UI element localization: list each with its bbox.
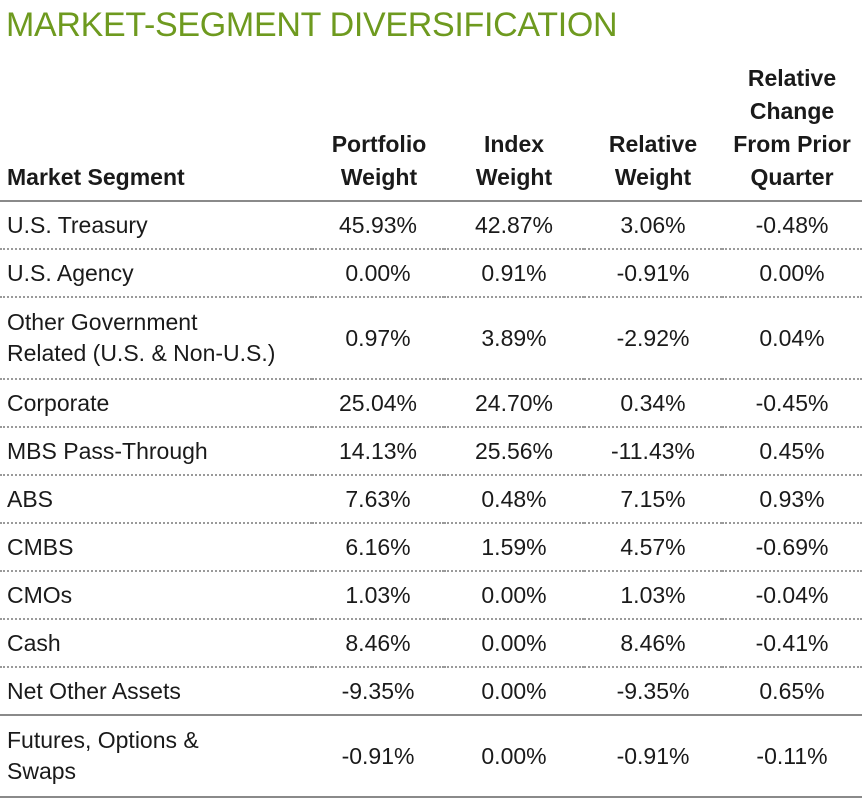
portfolio-weight-cell: 25.04%	[312, 379, 444, 428]
table-row: Other Government Related (U.S. & Non-U.S…	[0, 297, 862, 380]
relative-change-cell: 0.65%	[722, 667, 862, 716]
header-portfolio-weight: Portfolio Weight	[312, 62, 444, 202]
index-weight-cell: 0.48%	[444, 475, 584, 524]
header-index-weight-line: Index	[483, 131, 545, 157]
index-weight-cell: 0.00%	[444, 667, 584, 716]
relative-weight-cell: -11.43%	[584, 427, 722, 476]
relative-change-cell: -0.04%	[722, 571, 862, 620]
table-row: CMBS 6.16% 1.59% 4.57% -0.69%	[0, 523, 862, 572]
portfolio-weight-cell: 1.03%	[312, 571, 444, 620]
table-row: U.S. Agency 0.00% 0.91% -0.91% 0.00%	[0, 249, 862, 298]
portfolio-weight-cell: 14.13%	[312, 427, 444, 476]
header-row: Market Segment Portfolio Weight Index We…	[0, 62, 862, 202]
table-row: CMOs 1.03% 0.00% 1.03% -0.04%	[0, 571, 862, 620]
index-weight-cell: 42.87%	[444, 201, 584, 250]
segment-label: Other Government	[7, 309, 198, 335]
portfolio-weight-cell: 0.00%	[312, 249, 444, 298]
relative-weight-cell: 4.57%	[584, 523, 722, 572]
portfolio-weight-cell: -9.35%	[312, 667, 444, 716]
segment-cell: Corporate	[0, 379, 312, 428]
segment-cell: ABS	[0, 475, 312, 524]
segment-label: CMOs	[7, 581, 73, 608]
header-index-weight-line: Weight	[475, 164, 553, 190]
segment-cell: Futures, Options & Swaps	[0, 715, 312, 798]
index-weight-cell: 0.00%	[444, 715, 584, 798]
relative-change-cell: 0.45%	[722, 427, 862, 476]
index-weight-cell: 0.00%	[444, 571, 584, 620]
header-relative-change-line: Relative	[747, 65, 837, 91]
segment-cell: Cash	[0, 619, 312, 668]
relative-change-cell: -0.48%	[722, 201, 862, 250]
header-relative-weight-line: Weight	[614, 164, 692, 190]
portfolio-weight-cell: -0.91%	[312, 715, 444, 798]
segment-cell: MBS Pass-Through	[0, 427, 312, 476]
relative-weight-cell: -9.35%	[584, 667, 722, 716]
segment-label: Swaps	[7, 758, 77, 784]
relative-change-cell: 0.00%	[722, 249, 862, 298]
header-market-segment: Market Segment	[0, 62, 312, 202]
relative-weight-cell: 8.46%	[584, 619, 722, 668]
index-weight-cell: 24.70%	[444, 379, 584, 428]
segment-label: ABS	[7, 485, 54, 512]
relative-weight-cell: 0.34%	[584, 379, 722, 428]
relative-change-cell: -0.69%	[722, 523, 862, 572]
header-index-weight: Index Weight	[444, 62, 584, 202]
index-weight-cell: 0.91%	[444, 249, 584, 298]
index-weight-cell: 25.56%	[444, 427, 584, 476]
segment-label: U.S. Treasury	[7, 211, 148, 238]
table-row: Futures, Options & Swaps -0.91% 0.00% -0…	[0, 715, 862, 798]
relative-change-cell: 0.04%	[722, 297, 862, 380]
segment-cell: CMOs	[0, 571, 312, 620]
table-row: Cash 8.46% 0.00% 8.46% -0.41%	[0, 619, 862, 668]
header-portfolio-weight-line: Weight	[340, 164, 418, 190]
segment-label: Cash	[7, 629, 61, 656]
table-row: U.S. Treasury 45.93% 42.87% 3.06% -0.48%	[0, 201, 862, 250]
header-relative-change-line: Quarter	[750, 164, 834, 190]
header-relative-weight-line: Relative	[608, 131, 698, 157]
page-title: MARKET-SEGMENT DIVERSIFICATION	[6, 6, 618, 44]
header-relative-change-line: From Prior	[733, 131, 851, 157]
relative-weight-cell: 7.15%	[584, 475, 722, 524]
table-row: ABS 7.63% 0.48% 7.15% 0.93%	[0, 475, 862, 524]
segment-label: U.S. Agency	[7, 259, 134, 286]
segment-cell: CMBS	[0, 523, 312, 572]
segment-label: Corporate	[7, 389, 110, 416]
portfolio-weight-cell: 7.63%	[312, 475, 444, 524]
index-weight-cell: 3.89%	[444, 297, 584, 380]
relative-change-cell: -0.11%	[722, 715, 862, 798]
segment-label: Net Other Assets	[7, 677, 181, 704]
portfolio-weight-cell: 6.16%	[312, 523, 444, 572]
index-weight-cell: 0.00%	[444, 619, 584, 668]
portfolio-weight-cell: 45.93%	[312, 201, 444, 250]
segment-cell: Net Other Assets	[0, 667, 312, 716]
segment-label: Futures, Options &	[7, 727, 199, 753]
segment-label: Related (U.S. & Non-U.S.)	[7, 340, 276, 366]
table-row: Net Other Assets -9.35% 0.00% -9.35% 0.6…	[0, 667, 862, 716]
diversification-table: Market Segment Portfolio Weight Index We…	[0, 62, 862, 798]
index-weight-cell: 1.59%	[444, 523, 584, 572]
relative-weight-cell: -0.91%	[584, 715, 722, 798]
relative-weight-cell: -2.92%	[584, 297, 722, 380]
table-row: Corporate 25.04% 24.70% 0.34% -0.45%	[0, 379, 862, 428]
relative-weight-cell: 3.06%	[584, 201, 722, 250]
table-row: MBS Pass-Through 14.13% 25.56% -11.43% 0…	[0, 427, 862, 476]
relative-weight-cell: -0.91%	[584, 249, 722, 298]
relative-weight-cell: 1.03%	[584, 571, 722, 620]
header-relative-change: Relative Change From Prior Quarter	[722, 62, 862, 202]
header-portfolio-weight-line: Portfolio	[331, 131, 427, 157]
segment-label: MBS Pass-Through	[7, 437, 208, 464]
header-relative-change-line: Change	[749, 98, 835, 124]
header-relative-weight: Relative Weight	[584, 62, 722, 202]
portfolio-weight-cell: 0.97%	[312, 297, 444, 380]
relative-change-cell: -0.41%	[722, 619, 862, 668]
relative-change-cell: -0.45%	[722, 379, 862, 428]
segment-cell: U.S. Treasury	[0, 201, 312, 250]
portfolio-weight-cell: 8.46%	[312, 619, 444, 668]
segment-label: CMBS	[7, 533, 74, 560]
segment-cell: U.S. Agency	[0, 249, 312, 298]
segment-cell: Other Government Related (U.S. & Non-U.S…	[0, 297, 312, 380]
relative-change-cell: 0.93%	[722, 475, 862, 524]
